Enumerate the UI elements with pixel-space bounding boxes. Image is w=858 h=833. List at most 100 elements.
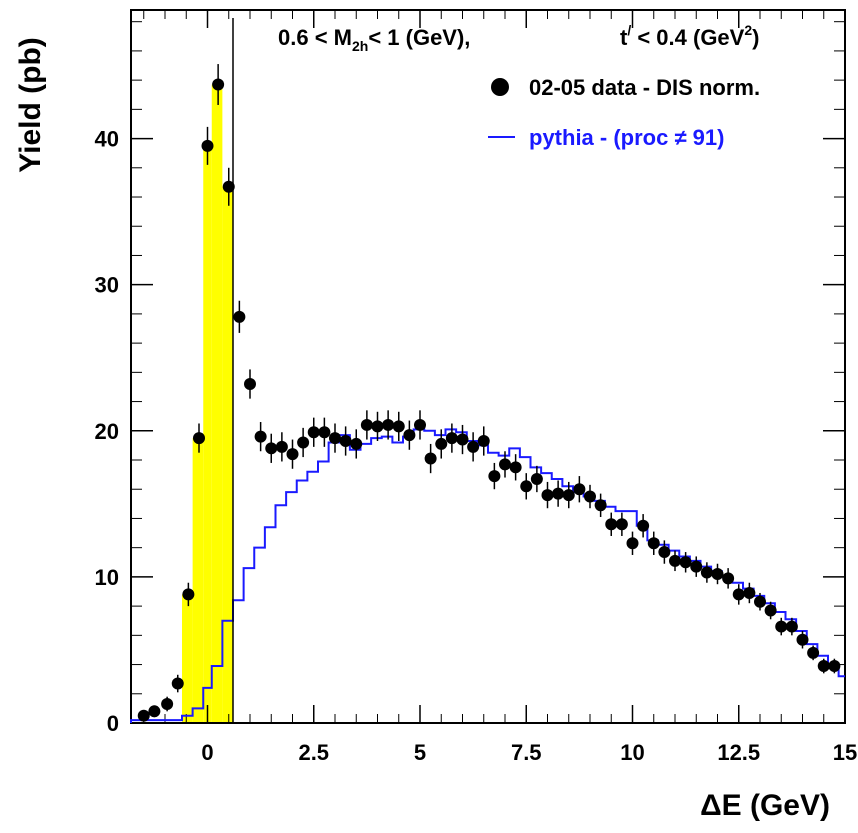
exclusive-bin: [211, 84, 223, 723]
data-point: [807, 646, 820, 659]
y-tick-label: 20: [95, 419, 119, 444]
pythia-histogram: [130, 428, 845, 723]
data-point: [743, 586, 756, 599]
data-point: [148, 705, 161, 718]
mass-cut-annotation: 0.6 < M2h< 1 (GeV),: [278, 25, 470, 54]
data-point: [509, 461, 522, 474]
data-point: [265, 442, 278, 455]
y-tick-label: 10: [95, 565, 119, 590]
exclusive-bin: [182, 594, 193, 723]
data-point: [764, 604, 777, 617]
data-point: [275, 440, 288, 453]
data-point: [467, 440, 480, 453]
t-cut-text: t: [620, 25, 628, 50]
y-tick-label: 40: [95, 127, 119, 152]
data-point: [137, 709, 150, 722]
plot-frame: [130, 9, 846, 724]
t-cut-superscript: /: [627, 22, 631, 38]
data-point: [732, 588, 745, 601]
data-point: [244, 378, 256, 391]
data-point: [392, 420, 405, 433]
exclusive-bin: [222, 186, 233, 723]
x-tick-label: 7.5: [511, 740, 542, 765]
data-point: [435, 437, 448, 450]
data-point: [700, 566, 713, 579]
data-point: [658, 546, 671, 559]
x-axis-label: ΔE (GeV): [700, 789, 830, 822]
data-point: [329, 432, 341, 445]
data-point: [488, 470, 501, 483]
x-tick-label: 2.5: [298, 740, 329, 765]
data-point: [254, 430, 267, 443]
data-point: [297, 436, 310, 449]
t-cut-annotation: t/ < 0.4 (GeV2): [620, 22, 759, 50]
legend-label-pythia: pythia - (proc ≠ 91): [529, 125, 724, 150]
data-point: [690, 560, 703, 573]
data-point: [817, 660, 830, 673]
data-point: [679, 556, 692, 569]
data-point: [562, 489, 575, 502]
data-point: [414, 418, 426, 431]
data-point: [711, 567, 724, 580]
legend-label-data: 02-05 data - DIS norm.: [529, 75, 760, 100]
data-point: [605, 518, 618, 531]
data-point: [161, 698, 174, 711]
data-point: [477, 435, 490, 448]
t-cut-end: ): [752, 25, 759, 50]
data-point: [541, 489, 554, 502]
data-point: [222, 180, 235, 193]
data-point: [520, 480, 533, 493]
x-tick-label: 0: [201, 740, 213, 765]
data-point: [499, 458, 511, 471]
exclusive-bin: [203, 145, 212, 724]
x-tick-label: 5: [414, 740, 426, 765]
data-point: [785, 620, 798, 633]
data-point: [456, 433, 469, 446]
data-point: [584, 490, 596, 503]
data-point: [530, 473, 543, 486]
x-tick-label: 12.5: [717, 740, 760, 765]
legend-marker-data: [491, 78, 509, 96]
data-point: [796, 633, 809, 646]
data-point: [371, 420, 384, 433]
data-point: [382, 418, 395, 431]
data-point: [171, 677, 184, 690]
data-point: [647, 537, 660, 550]
legend: 02-05 data - DIS norm. pythia - (proc ≠ …: [488, 75, 760, 150]
data-point: [626, 537, 639, 550]
x-tick-label: 15: [833, 740, 857, 765]
data-point: [201, 139, 214, 152]
data-point: [318, 426, 331, 439]
data-point: [445, 432, 458, 445]
mass-cut-subscript: 2h: [352, 38, 368, 54]
data-point: [360, 418, 373, 431]
y-axis-label: Yield (pb): [14, 37, 47, 173]
data-point: [669, 554, 681, 567]
data-point: [722, 572, 735, 585]
data-point: [339, 435, 352, 448]
data-points: [137, 64, 841, 722]
y-tick-label: 0: [107, 711, 119, 736]
data-point: [182, 588, 195, 601]
data-point: [307, 426, 320, 439]
data-point: [212, 78, 225, 91]
data-point: [615, 518, 628, 531]
data-point: [350, 437, 363, 450]
exclusive-bin: [192, 438, 204, 723]
t-cut-superscript-2: 2: [744, 22, 752, 38]
data-point: [594, 499, 607, 512]
mass-cut-text-end: < 1 (GeV),: [368, 25, 470, 50]
axis-ticks: 0 2.5 5 7.5 10 12.5 15 0 10 20 30 40: [95, 10, 857, 765]
data-point: [754, 595, 766, 608]
data-point: [424, 452, 437, 465]
data-point: [828, 660, 841, 673]
data-point: [637, 519, 650, 532]
x-tick-label: 10: [620, 740, 644, 765]
data-point: [775, 620, 788, 633]
pythia-step-line: [130, 428, 845, 723]
data-point: [403, 429, 416, 442]
exclusive-region-fill: [182, 84, 233, 724]
mass-cut-text: 0.6 < M: [278, 25, 352, 50]
